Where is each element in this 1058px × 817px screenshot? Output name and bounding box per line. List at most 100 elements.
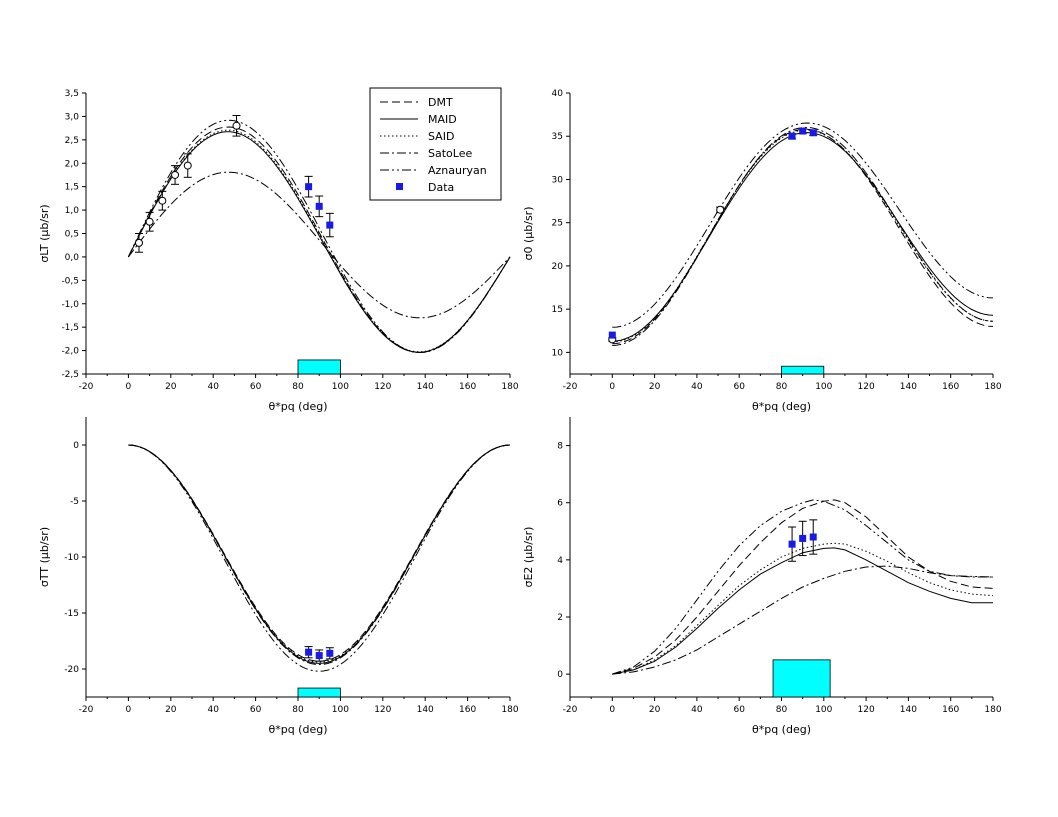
data-point [809,129,817,137]
curve-said [612,129,994,343]
curve-aznauryan [128,444,511,672]
open-data-point [158,196,167,205]
curve-maid [127,131,511,353]
legend-marker-data [396,183,403,190]
y-tick-label: 8 [557,442,563,452]
x-tick-label: 60 [250,705,262,715]
curve-maid [612,547,993,675]
x-tick-label: 140 [417,705,434,715]
legend-label-said: SAID [428,130,454,143]
curve-aznauryan [127,119,511,354]
x-tick-label: 40 [691,705,703,715]
y-tick-label: 20 [552,262,564,272]
legend-label-aznauryan: Aznauryan [428,164,487,177]
y-tick-label: -2,5 [61,370,79,380]
x-tick-label: -20 [79,705,94,715]
data-point [809,533,817,541]
curve-satolee [612,126,994,346]
legend-label-data: Data [428,181,454,194]
x-tick-label: 120 [374,705,391,715]
x-tick-label: 80 [292,382,304,392]
x-tick-label: 20 [165,382,177,392]
x-tick-label: 120 [858,382,875,392]
x-tick-label: 180 [984,705,1001,715]
y-tick-label: -1,5 [61,323,79,333]
data-point [326,649,334,657]
curve-dmt [612,499,994,675]
data-point [799,127,807,135]
data-point [305,183,313,191]
curve-aznauryan [612,499,994,675]
x-axis-label: θ*pq (deg) [752,723,811,736]
y-tick-label: 0,0 [65,253,80,263]
legend-label-dmt: DMT [428,96,453,109]
curve-said [612,542,994,675]
y-tick-label: 25 [552,219,563,229]
x-tick-label: 180 [501,705,518,715]
data-point [326,221,334,229]
y-tick-label: 0 [73,441,79,451]
x-axis-label: θ*pq (deg) [268,400,327,413]
x-tick-label: 160 [459,705,476,715]
x-tick-label: 0 [609,382,615,392]
curve-maid [612,132,994,342]
legend-label-satolee: SatoLee [428,147,472,160]
y-tick-label: 3,5 [65,89,79,99]
panel-sigma-tt: -20 0 20 40 60 80 100 120 140 160 180 -20 -15 -10 -5 0 θ… [38,417,519,736]
data-point [788,132,796,140]
x-tick-label: 80 [776,382,788,392]
y-tick-label: -15 [64,609,79,619]
x-tick-label: 60 [250,382,262,392]
x-tick-label: 140 [900,382,917,392]
x-tick-label: 180 [501,382,518,392]
x-tick-label: 160 [942,705,959,715]
x-tick-label: 160 [459,382,476,392]
y-axis-label: σTT (μb/sr) [38,527,51,587]
legend-box [369,87,502,201]
x-tick-label: 100 [332,382,349,392]
x-tick-label: 140 [900,705,917,715]
y-tick-label: 4 [557,556,563,566]
x-tick-label: 160 [942,382,959,392]
x-tick-label: 20 [649,382,661,392]
x-tick-label: 0 [609,705,615,715]
systematic-error-box [781,365,825,375]
x-tick-label: 100 [332,705,349,715]
x-tick-label: -20 [563,705,578,715]
curve-satolee [128,444,511,666]
data-point [315,202,323,210]
x-tick-label: 60 [733,705,745,715]
x-tick-label: 100 [815,382,832,392]
y-tick-label: -2,0 [61,347,79,357]
data-point [608,331,616,339]
systematic-error-box [297,359,341,375]
data-point [799,534,807,542]
y-tick-label: -10 [64,553,79,563]
y-axis-label: σLT (μb/sr) [38,204,51,262]
curve-satolee [128,171,511,319]
curve-said [127,129,511,353]
x-tick-label: 40 [207,705,219,715]
data-point [305,648,313,656]
y-tick-label: -0,5 [61,276,79,286]
y-tick-label: 1,5 [65,183,79,193]
y-axis-label: σ0 (μb/sr) [522,207,535,261]
y-tick-label: -20 [64,665,79,675]
y-tick-label: 0 [557,670,563,680]
open-data-point [135,238,143,247]
x-axis-label: θ*pq (deg) [752,400,811,413]
x-tick-label: 0 [126,705,132,715]
y-tick-label: 3,0 [65,112,80,122]
open-data-point [716,205,725,214]
legend-label-maid: MAID [428,113,457,126]
x-tick-label: 40 [207,382,219,392]
curve-said [128,444,511,663]
curve-dmt [612,128,994,345]
y-tick-label: 35 [552,132,563,142]
panel-sigma-lt: -20 0 20 40 60 80 100 120 140 160 180 -2,5 -2,0 -1,5 -… [38,89,519,413]
y-tick-label: 2,5 [65,136,79,146]
x-tick-label: 40 [691,382,703,392]
x-tick-label: 0 [126,382,132,392]
y-tick-label: 2 [557,613,563,623]
curve-dmt [128,444,511,662]
